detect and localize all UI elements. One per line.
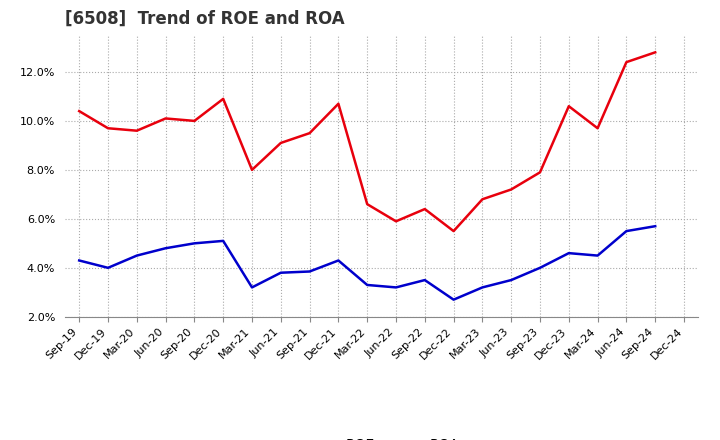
ROE xyxy=(651,50,660,55)
ROE xyxy=(392,219,400,224)
ROA xyxy=(75,258,84,263)
ROE xyxy=(161,116,170,121)
Legend: ROE, ROA: ROE, ROA xyxy=(297,431,467,440)
ROA xyxy=(507,278,516,283)
ROE xyxy=(536,170,544,175)
Line: ROE: ROE xyxy=(79,52,655,231)
ROE xyxy=(507,187,516,192)
ROE xyxy=(420,206,429,212)
ROA xyxy=(622,228,631,234)
ROA xyxy=(104,265,112,271)
ROE xyxy=(104,125,112,131)
ROA xyxy=(219,238,228,243)
ROE xyxy=(248,167,256,172)
ROE xyxy=(593,125,602,131)
ROA xyxy=(190,241,199,246)
ROA xyxy=(392,285,400,290)
ROA xyxy=(363,282,372,288)
ROA xyxy=(449,297,458,302)
ROE xyxy=(132,128,141,133)
ROE xyxy=(334,101,343,106)
ROA xyxy=(161,246,170,251)
ROE xyxy=(449,228,458,234)
ROA xyxy=(305,269,314,274)
ROE xyxy=(564,103,573,109)
ROA xyxy=(248,285,256,290)
ROE xyxy=(190,118,199,124)
ROE xyxy=(219,96,228,102)
ROA xyxy=(334,258,343,263)
Line: ROA: ROA xyxy=(79,226,655,300)
ROA xyxy=(651,224,660,229)
ROA xyxy=(420,278,429,283)
ROE xyxy=(305,131,314,136)
Text: [6508]  Trend of ROE and ROA: [6508] Trend of ROE and ROA xyxy=(65,10,344,28)
ROE xyxy=(622,59,631,65)
ROA xyxy=(564,250,573,256)
ROE xyxy=(478,197,487,202)
ROE xyxy=(75,109,84,114)
ROA xyxy=(132,253,141,258)
ROA xyxy=(276,270,285,275)
ROA xyxy=(593,253,602,258)
ROE xyxy=(363,202,372,207)
ROA xyxy=(536,265,544,271)
ROE xyxy=(276,140,285,146)
ROA xyxy=(478,285,487,290)
